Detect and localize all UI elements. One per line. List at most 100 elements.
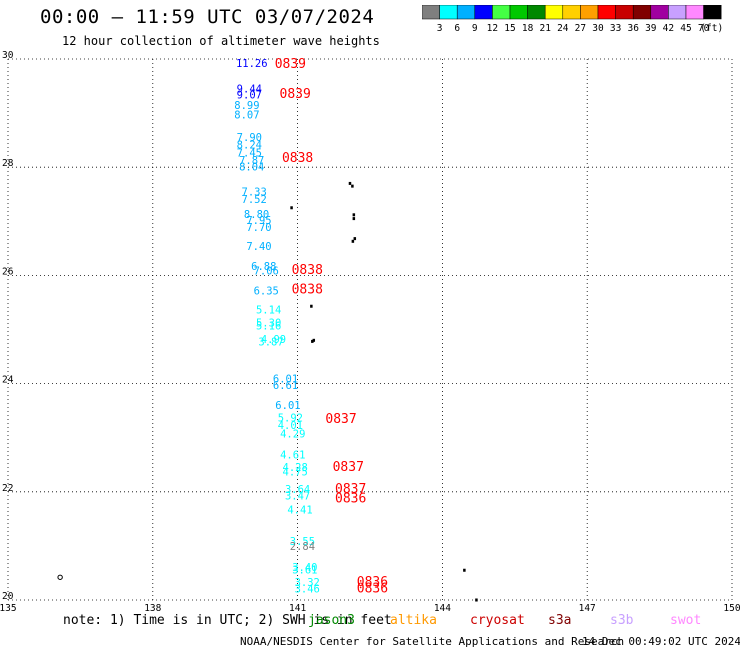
wave-height-label: 4.61 <box>280 449 305 461</box>
island-mark <box>352 217 356 221</box>
wave-height-label: 6.88 <box>251 261 276 273</box>
footer-note: note: 1) Time is in UTC; 2) SWH is in fe… <box>63 613 392 628</box>
island-mark <box>348 181 352 185</box>
colorbar-tick-label: 36 <box>627 23 639 34</box>
satellite-legend-altika: altika <box>390 613 437 628</box>
island-mark <box>311 339 314 343</box>
wave-height-label: 3.47 <box>285 490 310 502</box>
island-mark <box>475 598 478 602</box>
wave-height-label: 6.01 <box>273 374 298 386</box>
island-mark <box>290 206 293 210</box>
satellite-legend-jason3: jason3 <box>308 613 355 628</box>
wave-height-label: 4.01 <box>278 420 303 432</box>
colorbar-tick-label: 70 <box>698 23 710 34</box>
wave-height-label: 3.40 <box>292 562 317 574</box>
wave-height-label: 7.45 <box>237 147 262 159</box>
wave-height-map: 135 138 141 144 147 150 20 22 24 26 28 30 11.26 9.449… <box>0 50 740 612</box>
colorbar-tick-label: 12 <box>487 23 498 34</box>
wave-height-label: 8.07 <box>234 110 259 122</box>
credit-line: NOAA/NESDIS Center for Satellite Applica… <box>240 635 625 648</box>
colorbar-tick-label: 30 <box>592 23 604 34</box>
y-tick-label: 20 <box>2 591 14 602</box>
wave-height-label: 7.33 <box>242 186 267 198</box>
pass-time-label: 0836 <box>357 581 388 596</box>
wave-height-label: 7.90 <box>237 132 262 144</box>
wave-height-label: 7.95 <box>246 215 271 227</box>
island-mark <box>463 568 466 572</box>
wave-height-label: 6.01 <box>275 400 300 412</box>
island-mark <box>312 338 316 342</box>
wave-height-label: 3.32 <box>295 577 320 589</box>
pass-time-label: 0837 <box>325 412 356 427</box>
colorbar-tick-label: 18 <box>522 23 534 34</box>
x-tick-label: 138 <box>144 603 161 612</box>
chart-subtitle: 12 hour collection of altimeter wave hei… <box>62 34 380 48</box>
wave-height-label: 7.70 <box>246 222 271 234</box>
wave-height-label: 3.46 <box>295 583 320 595</box>
wave-height-label: 3.55 <box>290 536 315 548</box>
colorbar-tick-label: 6 <box>454 23 460 34</box>
pass-time-label: 0839 <box>280 87 311 102</box>
y-tick-label: 30 <box>2 50 14 61</box>
pass-time-label: 0836 <box>335 492 366 507</box>
wave-height-label: 4.28 <box>283 462 308 474</box>
wave-height-label: 6.35 <box>254 285 279 297</box>
colorbar-tick-label: 24 <box>557 23 569 34</box>
pass-time-label: 0839 <box>275 57 306 72</box>
x-tick-label: 147 <box>579 603 596 612</box>
island-mark <box>351 239 355 243</box>
y-tick-label: 28 <box>2 158 14 169</box>
wave-height-label: 9.07 <box>237 89 262 101</box>
pass-time-label: 0836 <box>357 575 388 590</box>
satellite-legend-s3b: s3b <box>610 613 634 628</box>
wave-height-label: 7.40 <box>246 241 271 253</box>
generated-timestamp: 14 Dec 00:49:02 UTC 2024 <box>582 635 740 648</box>
wave-height-label: 9.44 <box>237 84 262 96</box>
wave-height-label: 4.99 <box>261 334 286 346</box>
colorbar-unit: (ft) <box>700 23 723 34</box>
x-tick-label: 150 <box>723 603 740 612</box>
colorbar-swatch <box>703 5 722 20</box>
wave-height-label: 8.04 <box>239 161 264 173</box>
wave-height-label: 5.30 <box>256 317 281 329</box>
wave-height-label: 3.64 <box>285 484 310 496</box>
colorbar-tick-label: 33 <box>610 23 621 34</box>
wave-height-label: 8.99 <box>234 100 259 112</box>
y-tick-label: 22 <box>2 483 13 494</box>
wave-height-label: 3.87 <box>258 337 283 349</box>
colorbar-tick-label: 27 <box>575 23 586 34</box>
island-mark <box>352 213 356 217</box>
colorbar-tick-label: 42 <box>663 23 674 34</box>
wave-height-label: 5.16 <box>256 321 281 333</box>
satellite-legend-swot: swot <box>670 613 702 628</box>
pass-time-label: 0837 <box>333 460 364 475</box>
wave-height-label: 5.14 <box>256 304 281 316</box>
pass-time-label: 0837 <box>335 482 366 497</box>
wave-height-label: 4.41 <box>287 504 312 516</box>
wave-height-label: 11.26 <box>236 58 268 70</box>
colorbar-tick-label: 39 <box>645 23 657 34</box>
wave-height-label: 5.92 <box>278 412 303 424</box>
satellite-legend-s3a: s3a <box>548 613 572 628</box>
color-legend: 3 6 9 12 15 18 21 24 27 30 33 36 39 42 45 70(ft) <box>422 5 723 34</box>
wave-height-label: 8.80 <box>244 209 269 221</box>
chart-title: 00:00 – 11:59 UTC 03/07/2024 <box>40 6 375 28</box>
pass-time-label: 0838 <box>292 282 323 297</box>
satellite-legend-cryosat: cryosat <box>470 613 525 628</box>
island-ring-mark <box>57 574 63 580</box>
wave-height-label: 8.24 <box>237 139 262 151</box>
x-tick-label: 144 <box>434 603 451 612</box>
wave-height-label: 7.87 <box>239 155 264 167</box>
island-mark <box>353 237 357 241</box>
colorbar-tick-label: 15 <box>504 23 515 34</box>
island-mark <box>310 304 313 308</box>
x-tick-label: 141 <box>289 603 306 612</box>
pass-time-label: 0838 <box>282 151 313 166</box>
x-tick-label: 135 <box>0 603 17 612</box>
y-tick-label: 24 <box>2 375 14 386</box>
wave-height-label: 7.52 <box>242 194 267 206</box>
colorbar-tick-label: 45 <box>680 23 691 34</box>
colorbar-tick-label: 3 <box>437 23 443 34</box>
wave-height-label: 3.61 <box>292 564 317 576</box>
wave-height-label: 7.06 <box>254 265 279 277</box>
